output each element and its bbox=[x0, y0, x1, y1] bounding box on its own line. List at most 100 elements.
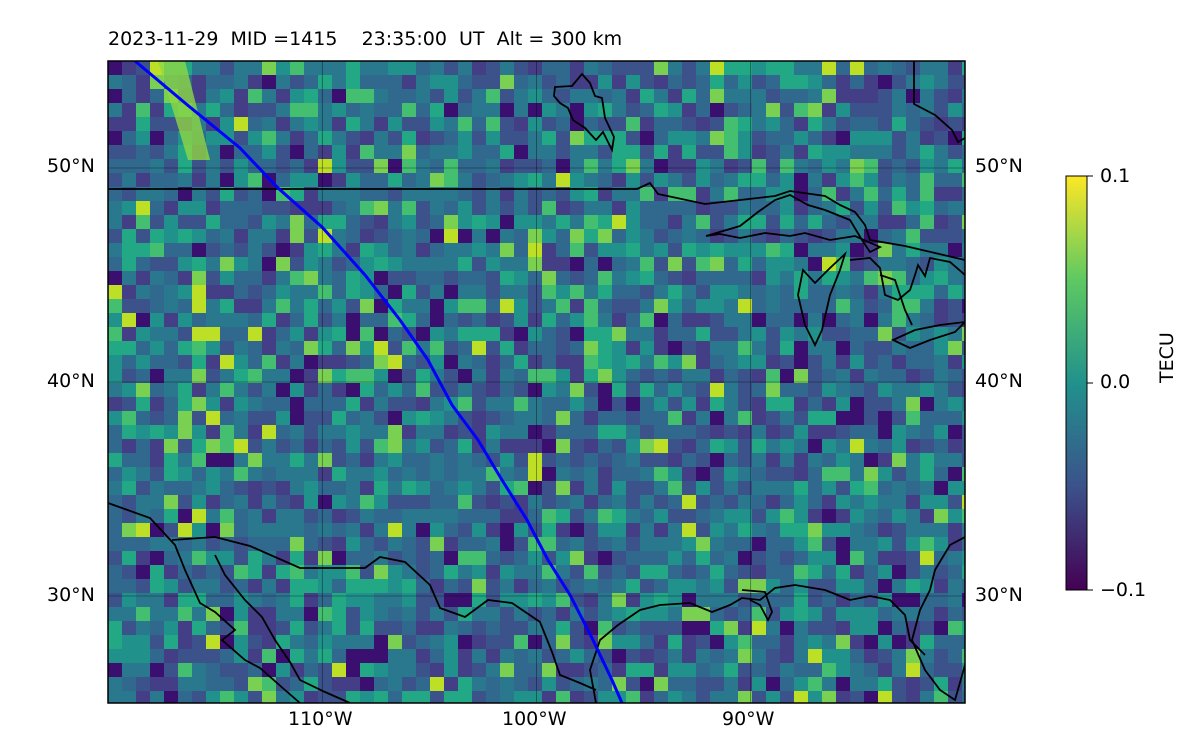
tec-cell bbox=[542, 467, 556, 481]
tec-cell bbox=[752, 453, 766, 467]
tec-cell bbox=[514, 145, 528, 159]
tec-cell bbox=[458, 229, 472, 243]
tec-cell bbox=[892, 551, 906, 565]
tec-cell bbox=[262, 341, 276, 355]
tec-cell bbox=[570, 369, 584, 383]
tec-cell bbox=[108, 229, 122, 243]
tec-cell bbox=[920, 509, 934, 523]
tec-cell bbox=[682, 537, 696, 551]
tec-cell bbox=[780, 635, 794, 649]
tec-cell bbox=[500, 663, 514, 677]
tec-cell bbox=[640, 229, 654, 243]
tec-cell bbox=[584, 523, 598, 537]
tec-cell bbox=[136, 257, 150, 271]
tec-cell bbox=[150, 635, 164, 649]
tec-cell bbox=[458, 159, 472, 173]
tec-cell bbox=[262, 355, 276, 369]
tec-cell bbox=[164, 481, 178, 495]
tec-cell bbox=[780, 621, 794, 635]
tec-cell bbox=[122, 411, 136, 425]
tec-cell bbox=[444, 355, 458, 369]
tec-cell bbox=[304, 173, 318, 187]
tec-cell bbox=[486, 355, 500, 369]
tec-cell bbox=[290, 691, 304, 703]
tec-cell bbox=[304, 453, 318, 467]
tec-cell bbox=[136, 327, 150, 341]
tec-cell bbox=[122, 383, 136, 397]
tec-cell bbox=[430, 75, 444, 89]
tec-cell bbox=[206, 103, 220, 117]
tec-cell bbox=[332, 369, 346, 383]
tec-cell bbox=[220, 243, 234, 257]
tec-cell bbox=[892, 229, 906, 243]
tec-cell bbox=[332, 285, 346, 299]
tec-cell bbox=[290, 201, 304, 215]
tec-cell bbox=[248, 579, 262, 593]
tec-cell bbox=[892, 383, 906, 397]
tec-cell bbox=[220, 229, 234, 243]
tec-cell bbox=[724, 159, 738, 173]
tec-cell bbox=[906, 551, 920, 565]
tec-cell bbox=[402, 187, 416, 201]
tec-cell bbox=[136, 355, 150, 369]
tec-cell bbox=[766, 145, 780, 159]
tec-cell bbox=[654, 523, 668, 537]
tec-cell bbox=[808, 481, 822, 495]
tec-cell bbox=[556, 159, 570, 173]
tec-cell bbox=[388, 383, 402, 397]
tec-cell bbox=[934, 355, 948, 369]
tec-cell bbox=[416, 299, 430, 313]
tec-cell bbox=[626, 89, 640, 103]
tec-cell bbox=[458, 439, 472, 453]
tec-cell bbox=[752, 495, 766, 509]
tec-cell bbox=[444, 313, 458, 327]
tec-cell bbox=[108, 453, 122, 467]
tec-cell bbox=[332, 327, 346, 341]
tec-cell bbox=[542, 313, 556, 327]
tec-cell bbox=[220, 103, 234, 117]
tec-cell bbox=[388, 257, 402, 271]
tec-cell bbox=[626, 453, 640, 467]
tec-cell bbox=[934, 411, 948, 425]
tec-cell bbox=[290, 481, 304, 495]
tec-cell bbox=[556, 523, 570, 537]
tec-cell bbox=[486, 635, 500, 649]
tec-cell bbox=[696, 299, 710, 313]
tec-cell bbox=[458, 131, 472, 145]
tec-cell bbox=[822, 439, 836, 453]
tec-cell bbox=[248, 677, 262, 691]
tec-cell bbox=[654, 61, 668, 75]
tec-cell bbox=[458, 299, 472, 313]
tec-cell bbox=[486, 145, 500, 159]
tec-cell bbox=[864, 369, 878, 383]
tec-cell bbox=[794, 285, 808, 299]
tec-cell bbox=[304, 355, 318, 369]
tec-cell bbox=[374, 173, 388, 187]
tec-cell bbox=[962, 299, 965, 313]
tec-cell bbox=[612, 159, 626, 173]
tec-cell bbox=[444, 103, 458, 117]
tec-cell bbox=[374, 453, 388, 467]
tec-cell bbox=[780, 369, 794, 383]
tec-cell bbox=[304, 635, 318, 649]
tec-cell bbox=[836, 523, 850, 537]
tec-cell bbox=[262, 523, 276, 537]
tec-cell bbox=[654, 537, 668, 551]
tec-cell bbox=[164, 467, 178, 481]
tec-cell bbox=[864, 523, 878, 537]
tec-cell bbox=[444, 299, 458, 313]
tec-cell bbox=[584, 299, 598, 313]
tec-cell bbox=[108, 565, 122, 579]
tec-cell bbox=[206, 285, 220, 299]
tec-cell bbox=[318, 285, 332, 299]
tec-cell bbox=[808, 649, 822, 663]
tec-cell bbox=[332, 215, 346, 229]
tec-cell bbox=[822, 467, 836, 481]
tec-cell bbox=[920, 481, 934, 495]
tec-cell bbox=[920, 439, 934, 453]
tec-cell bbox=[668, 369, 682, 383]
tec-cell bbox=[668, 537, 682, 551]
tec-cell bbox=[794, 117, 808, 131]
tec-cell bbox=[682, 173, 696, 187]
tec-cell bbox=[556, 397, 570, 411]
